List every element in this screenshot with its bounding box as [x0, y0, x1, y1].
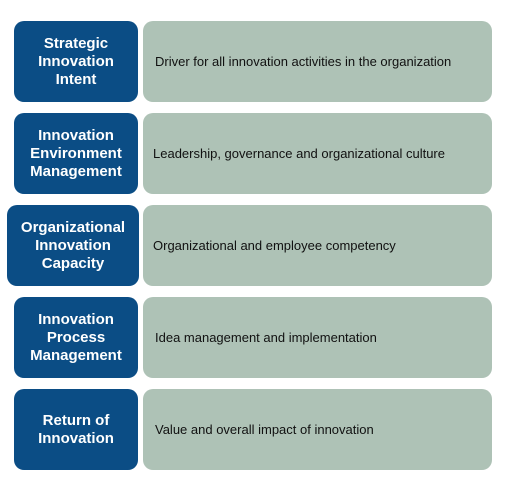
stage-description-return-of-innovation: Value and overall impact of innovation: [143, 389, 492, 470]
stage-description-organizational-innovation-capacity: Organizational and employee competency: [143, 205, 492, 286]
stage-description-innovation-process-management: Idea management and implementation: [143, 297, 492, 378]
stage-label-innovation-environment-management: Innovation Environment Management: [14, 113, 138, 194]
stage-description-strategic-innovation-intent: Driver for all innovation activities in …: [143, 21, 492, 102]
stage-label-organizational-innovation-capacity: Organizational Innovation Capacity: [7, 205, 139, 286]
stage-label-innovation-process-management: Innovation Process Management: [14, 297, 138, 378]
stage-label-strategic-innovation-intent: Strategic Innovation Intent: [14, 21, 138, 102]
stage-label-return-of-innovation: Return of Innovation: [14, 389, 138, 470]
stage-description-innovation-environment-management: Leadership, governance and organizationa…: [143, 113, 492, 194]
